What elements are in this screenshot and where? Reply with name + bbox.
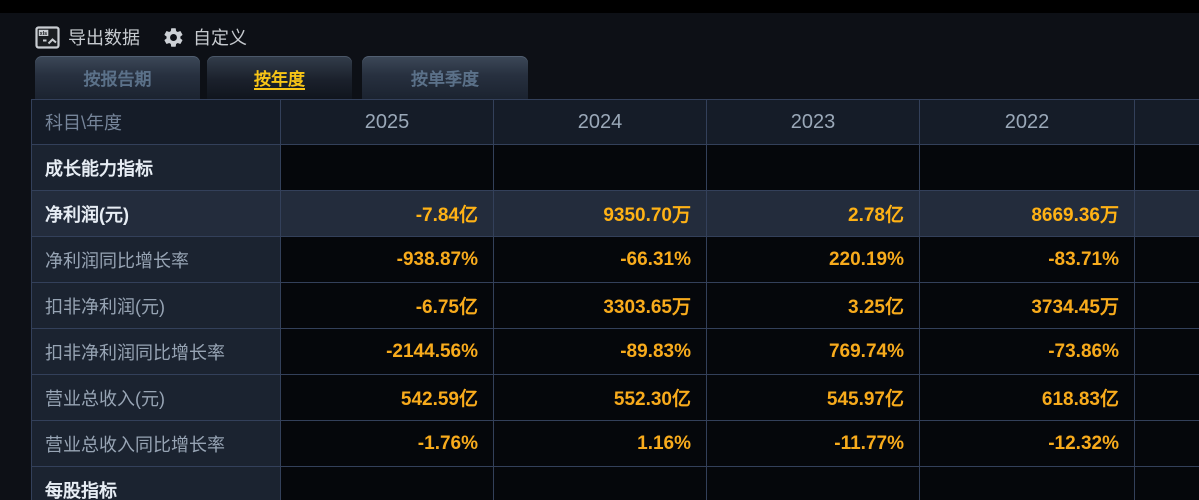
tab-by-year[interactable]: 按年度 xyxy=(207,56,352,99)
section-label-cell[interactable]: 每股指标 xyxy=(32,467,280,500)
filler-cell xyxy=(1135,145,1199,190)
year-column-header: 2025 xyxy=(281,100,493,144)
excel-export-icon: xls xyxy=(35,25,60,49)
value-cell[interactable]: 1.16% xyxy=(494,421,706,466)
value-cell[interactable]: -12.32% xyxy=(920,421,1134,466)
value-cell[interactable]: 545.97亿 xyxy=(707,375,919,420)
filler-cell xyxy=(1135,100,1199,144)
filler-cell xyxy=(1135,283,1199,328)
filler-cell xyxy=(1135,329,1199,374)
value-cell[interactable]: -6.75亿 xyxy=(281,283,493,328)
indicator-label-cell[interactable]: 营业总收入同比增长率 xyxy=(32,421,280,466)
value-cell[interactable]: 3.25亿 xyxy=(707,283,919,328)
value-cell[interactable]: -11.77% xyxy=(707,421,919,466)
section-label-cell[interactable]: 成长能力指标 xyxy=(32,145,280,190)
value-cell[interactable]: 618.83亿 xyxy=(920,375,1134,420)
filler-cell xyxy=(1135,237,1199,282)
year-column-header: 2022 xyxy=(920,100,1134,144)
customize-label: 自定义 xyxy=(193,28,247,48)
export-data-button[interactable]: xls 导出数据 xyxy=(35,24,140,50)
financial-indicators-table: 科目\年度 2025 2024 2023 2022 成长能力指标 净利润(元) … xyxy=(31,99,1199,500)
value-cell[interactable]: -1.76% xyxy=(281,421,493,466)
value-cell[interactable] xyxy=(707,145,919,190)
year-column-header: 2024 xyxy=(494,100,706,144)
value-cell[interactable]: -66.31% xyxy=(494,237,706,282)
year-column-header: 2023 xyxy=(707,100,919,144)
indicator-label-cell[interactable]: 净利润(元) xyxy=(32,191,280,236)
filler-cell xyxy=(1135,191,1199,236)
value-cell[interactable] xyxy=(920,145,1134,190)
value-cell[interactable] xyxy=(494,145,706,190)
value-cell[interactable]: 552.30亿 xyxy=(494,375,706,420)
value-cell[interactable] xyxy=(281,467,493,500)
indicator-label-cell[interactable]: 扣非净利润(元) xyxy=(32,283,280,328)
value-cell[interactable] xyxy=(920,467,1134,500)
value-cell[interactable]: -2144.56% xyxy=(281,329,493,374)
value-cell[interactable]: -83.71% xyxy=(920,237,1134,282)
period-tabs: 按报告期 按年度 按单季度 xyxy=(35,56,528,99)
customize-button[interactable]: 自定义 xyxy=(162,24,247,50)
value-cell[interactable]: 2.78亿 xyxy=(707,191,919,236)
value-cell[interactable] xyxy=(707,467,919,500)
value-cell[interactable]: -7.84亿 xyxy=(281,191,493,236)
indicator-label-cell[interactable]: 净利润同比增长率 xyxy=(32,237,280,282)
filler-cell xyxy=(1135,467,1199,500)
value-cell[interactable]: 220.19% xyxy=(707,237,919,282)
svg-text:xls: xls xyxy=(40,30,48,36)
toolbar: xls 导出数据 自定义 xyxy=(35,17,247,57)
value-cell[interactable]: 769.74% xyxy=(707,329,919,374)
value-cell[interactable]: 3303.65万 xyxy=(494,283,706,328)
indicator-label-cell[interactable]: 营业总收入(元) xyxy=(32,375,280,420)
tab-by-report-period[interactable]: 按报告期 xyxy=(35,56,200,99)
page-background: xls 导出数据 自定义 按报告期 按年度 按单季度 科目\年度 2025 20… xyxy=(0,13,1199,500)
filler-cell xyxy=(1135,375,1199,420)
value-cell[interactable]: -73.86% xyxy=(920,329,1134,374)
gear-icon xyxy=(162,26,185,49)
value-cell[interactable] xyxy=(494,467,706,500)
value-cell[interactable]: 3734.45万 xyxy=(920,283,1134,328)
value-cell[interactable]: 542.59亿 xyxy=(281,375,493,420)
value-cell[interactable]: -938.87% xyxy=(281,237,493,282)
corner-header-cell: 科目\年度 xyxy=(32,100,280,144)
value-cell[interactable]: 8669.36万 xyxy=(920,191,1134,236)
filler-cell xyxy=(1135,421,1199,466)
indicator-label-cell[interactable]: 扣非净利润同比增长率 xyxy=(32,329,280,374)
value-cell[interactable]: 9350.70万 xyxy=(494,191,706,236)
value-cell[interactable] xyxy=(281,145,493,190)
tab-by-single-quarter[interactable]: 按单季度 xyxy=(362,56,528,99)
export-data-label: 导出数据 xyxy=(68,28,140,48)
value-cell[interactable]: -89.83% xyxy=(494,329,706,374)
